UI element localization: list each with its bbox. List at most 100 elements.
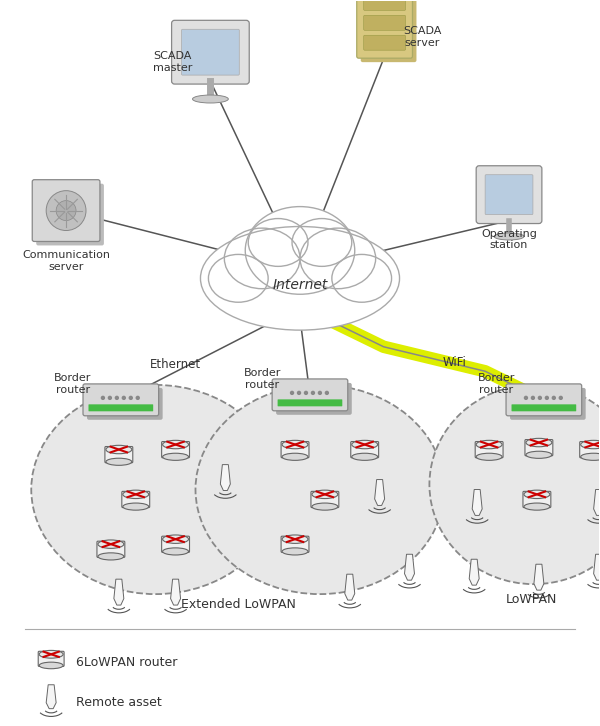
FancyBboxPatch shape — [272, 379, 348, 411]
Ellipse shape — [581, 441, 600, 449]
FancyBboxPatch shape — [364, 36, 406, 50]
Ellipse shape — [123, 503, 149, 510]
Polygon shape — [345, 574, 355, 600]
FancyBboxPatch shape — [38, 651, 64, 666]
Text: SCADA
server: SCADA server — [403, 26, 442, 48]
Ellipse shape — [196, 385, 445, 594]
FancyBboxPatch shape — [364, 0, 406, 10]
Text: Operating
station: Operating station — [481, 229, 537, 250]
Circle shape — [551, 396, 556, 400]
FancyBboxPatch shape — [311, 492, 339, 507]
Ellipse shape — [282, 535, 308, 543]
Polygon shape — [374, 480, 385, 505]
Ellipse shape — [526, 439, 552, 446]
Ellipse shape — [476, 441, 502, 449]
FancyBboxPatch shape — [357, 0, 412, 58]
Ellipse shape — [476, 453, 502, 460]
Ellipse shape — [245, 207, 355, 294]
FancyBboxPatch shape — [172, 20, 249, 84]
Text: Border
router: Border router — [244, 368, 281, 390]
FancyBboxPatch shape — [476, 166, 542, 224]
FancyBboxPatch shape — [361, 0, 416, 62]
Polygon shape — [469, 559, 479, 585]
Circle shape — [318, 391, 322, 395]
Ellipse shape — [208, 254, 268, 302]
FancyBboxPatch shape — [36, 184, 104, 245]
Text: WiFi: WiFi — [442, 356, 466, 369]
FancyBboxPatch shape — [475, 441, 503, 458]
Circle shape — [122, 396, 126, 400]
Circle shape — [290, 391, 294, 395]
Ellipse shape — [430, 385, 600, 584]
FancyBboxPatch shape — [161, 441, 190, 458]
Ellipse shape — [39, 662, 63, 669]
Circle shape — [128, 396, 133, 400]
Text: SCADA
master: SCADA master — [153, 52, 192, 73]
FancyBboxPatch shape — [88, 404, 153, 412]
Ellipse shape — [526, 452, 552, 458]
Ellipse shape — [248, 219, 308, 266]
Ellipse shape — [98, 552, 124, 560]
FancyBboxPatch shape — [580, 441, 600, 458]
Circle shape — [545, 396, 549, 400]
Text: Ethernet: Ethernet — [150, 359, 201, 372]
Ellipse shape — [282, 441, 308, 449]
Ellipse shape — [494, 233, 524, 240]
FancyBboxPatch shape — [485, 175, 533, 215]
Ellipse shape — [106, 445, 132, 454]
Ellipse shape — [332, 254, 392, 302]
Text: 6LoWPAN router: 6LoWPAN router — [76, 656, 178, 669]
Polygon shape — [404, 554, 415, 580]
FancyBboxPatch shape — [512, 404, 576, 412]
Ellipse shape — [163, 548, 188, 555]
Polygon shape — [472, 489, 482, 515]
Ellipse shape — [98, 540, 124, 548]
Ellipse shape — [163, 441, 188, 449]
Polygon shape — [593, 554, 600, 580]
FancyBboxPatch shape — [97, 541, 125, 558]
Polygon shape — [170, 579, 181, 605]
FancyBboxPatch shape — [525, 439, 553, 456]
FancyBboxPatch shape — [351, 441, 379, 458]
FancyBboxPatch shape — [83, 384, 158, 416]
Ellipse shape — [39, 650, 63, 658]
Circle shape — [559, 396, 563, 400]
Text: LoWPAN: LoWPAN — [506, 592, 557, 605]
Ellipse shape — [292, 219, 352, 266]
Circle shape — [297, 391, 301, 395]
Polygon shape — [220, 465, 230, 491]
Circle shape — [538, 396, 542, 400]
Circle shape — [107, 396, 112, 400]
FancyBboxPatch shape — [161, 537, 190, 552]
Ellipse shape — [524, 503, 550, 510]
Ellipse shape — [352, 453, 377, 460]
Text: Communication
server: Communication server — [22, 250, 110, 272]
Circle shape — [325, 391, 329, 395]
Text: Extended LoWPAN: Extended LoWPAN — [181, 597, 296, 611]
Polygon shape — [114, 579, 124, 605]
FancyBboxPatch shape — [510, 388, 586, 420]
Ellipse shape — [200, 227, 400, 330]
Circle shape — [56, 200, 76, 221]
Ellipse shape — [282, 548, 308, 555]
FancyBboxPatch shape — [122, 492, 149, 507]
Polygon shape — [534, 564, 544, 590]
Ellipse shape — [224, 228, 300, 289]
Ellipse shape — [31, 385, 280, 594]
FancyBboxPatch shape — [278, 399, 343, 407]
Ellipse shape — [282, 453, 308, 460]
Ellipse shape — [163, 453, 188, 460]
Ellipse shape — [123, 490, 149, 499]
Circle shape — [136, 396, 140, 400]
Ellipse shape — [163, 535, 188, 543]
FancyBboxPatch shape — [105, 446, 133, 462]
Ellipse shape — [352, 441, 377, 449]
Circle shape — [304, 391, 308, 395]
Ellipse shape — [312, 503, 338, 510]
Ellipse shape — [300, 228, 376, 289]
Circle shape — [101, 396, 105, 400]
Circle shape — [115, 396, 119, 400]
Text: Remote asset: Remote asset — [76, 696, 162, 709]
FancyBboxPatch shape — [182, 29, 239, 75]
Ellipse shape — [106, 458, 132, 465]
